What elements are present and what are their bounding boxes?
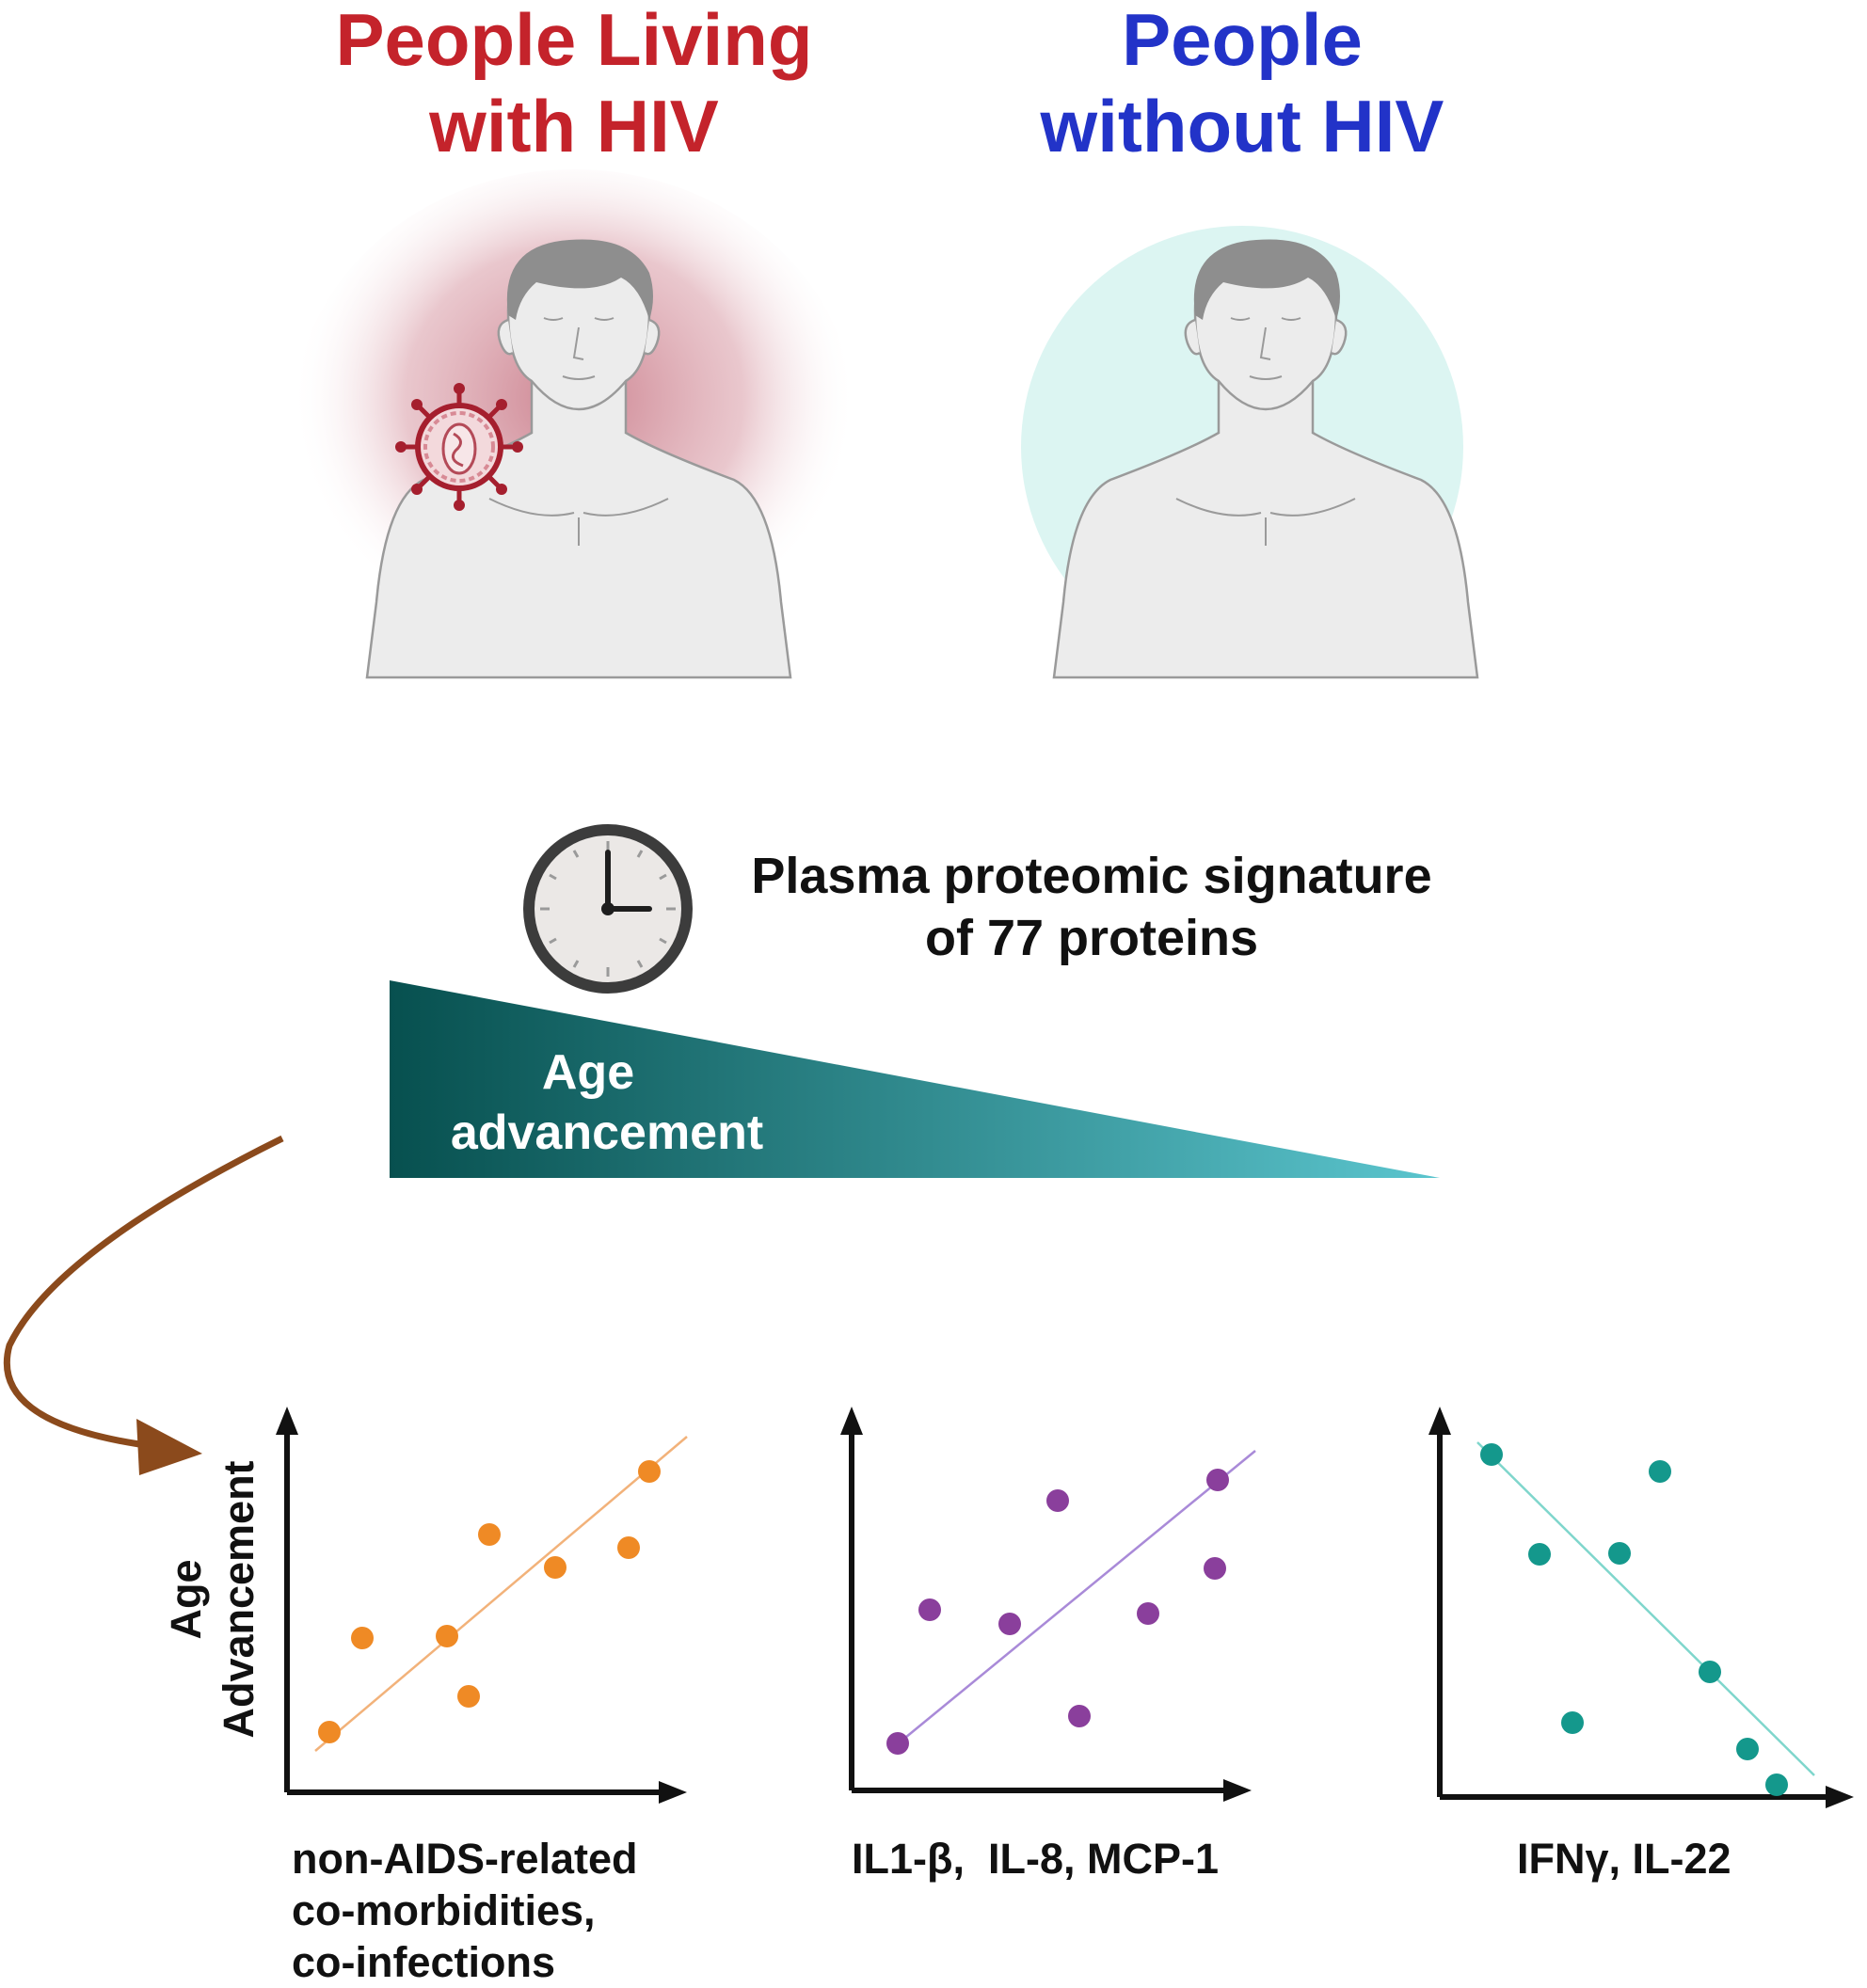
curved-arrow-icon: [3, 1135, 284, 1475]
scatter-point: [1137, 1602, 1159, 1625]
plot-1-ylabel-line-1: Age: [162, 1559, 210, 1640]
scatter-plot-2: [840, 1407, 1256, 1802]
plwh-title-line-2: with HIV: [429, 85, 719, 167]
scatter-point: [318, 1721, 341, 1743]
scatter-point: [1699, 1661, 1721, 1683]
trend-line: [314, 1436, 688, 1752]
scatter-point: [544, 1556, 566, 1579]
plot-1-xlabel-line-1: non-AIDS-related: [292, 1835, 638, 1883]
scatter-point: [617, 1536, 640, 1559]
hair: [1193, 239, 1340, 320]
person-without-hiv-figure: [1021, 226, 1479, 679]
plot-2-xlabel-line-1: IL1-β, IL-8, MCP-1: [852, 1835, 1219, 1883]
pwoh-title-line-2: without HIV: [1040, 85, 1444, 167]
scatter-point: [1736, 1738, 1759, 1760]
scatter-point: [1206, 1469, 1229, 1491]
scatter-point: [1068, 1705, 1091, 1727]
pwoh-title: People without HIV: [950, 0, 1534, 169]
y-axis-arrowhead-icon: [840, 1407, 863, 1435]
plot-3-xlabel: IFNγ, IL-22: [1517, 1833, 1856, 1885]
plot-1-xlabel: non-AIDS-related co-morbidities, co-infe…: [292, 1833, 725, 1988]
hiv-virus-icon: [395, 383, 523, 511]
plwh-title-line-1: People Living: [335, 0, 813, 81]
hair: [506, 239, 653, 320]
scatter-point: [918, 1598, 941, 1621]
wedge-label-line-1: Age: [541, 1045, 635, 1100]
proteomic-line-2: of 77 proteins: [924, 910, 1259, 966]
scatter-point: [1528, 1543, 1551, 1566]
plot-3-xlabel-line-1: IFNγ, IL-22: [1517, 1835, 1731, 1883]
wedge-label-line-2: advancement: [450, 1105, 764, 1160]
proteomic-signature-text: Plasma proteomic signature of 77 protein…: [725, 845, 1459, 969]
scatter-point: [1608, 1542, 1631, 1565]
age-advancement-wedge: [390, 980, 1440, 1178]
scatter-point: [1480, 1443, 1503, 1466]
age-advancement-label: Age advancement: [414, 1042, 800, 1163]
person-with-hiv-figure: [292, 169, 856, 679]
scatter-point: [886, 1732, 909, 1755]
plot-1-ylabel-line-2: Advancement: [215, 1460, 263, 1739]
plot-1-xlabel-line-2: co-morbidities,: [292, 1886, 596, 1934]
x-axis-arrowhead-icon: [659, 1781, 687, 1804]
scatter-point: [457, 1685, 480, 1708]
scatter-plot-1: [276, 1407, 688, 1804]
scatter-point: [638, 1460, 661, 1483]
scatter-point: [1046, 1489, 1069, 1512]
trend-line: [1476, 1441, 1815, 1776]
clock-icon: [523, 824, 693, 994]
plot-1-ylabel: Age Advancement: [160, 1449, 273, 1750]
scatter-point: [1204, 1557, 1226, 1580]
y-axis-arrowhead-icon: [1428, 1407, 1451, 1435]
scatter-point: [351, 1627, 374, 1649]
y-axis-arrowhead-icon: [276, 1407, 298, 1435]
scatter-point: [478, 1523, 501, 1546]
scatter-point: [1561, 1711, 1584, 1734]
plot-1-xlabel-line-3: co-infections: [292, 1938, 556, 1986]
scatter-point: [436, 1625, 458, 1647]
x-axis-arrowhead-icon: [1223, 1779, 1252, 1802]
plot-2-xlabel: IL1-β, IL-8, MCP-1: [852, 1833, 1285, 1885]
scatter-point: [1649, 1460, 1671, 1483]
face-features: [1175, 317, 1356, 546]
proteomic-line-1: Plasma proteomic signature: [751, 848, 1432, 904]
scatter-point: [1765, 1773, 1788, 1796]
x-axis-arrowhead-icon: [1826, 1786, 1854, 1808]
scatter-point: [998, 1613, 1021, 1635]
face-features: [488, 317, 669, 546]
pwoh-title-line-1: People: [1122, 0, 1363, 81]
plwh-title: People Living with HIV: [282, 0, 866, 169]
trend-line: [894, 1450, 1256, 1747]
scatter-plot-3: [1428, 1407, 1854, 1808]
